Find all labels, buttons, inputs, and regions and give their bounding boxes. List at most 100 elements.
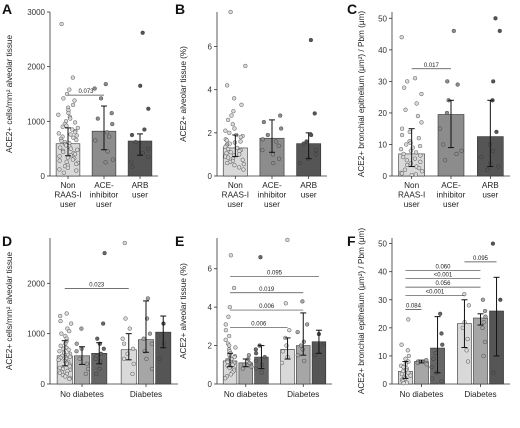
data-point <box>149 341 154 346</box>
y-axis-label: ACE2+ cells/mm² alveolar tissue <box>5 35 14 154</box>
y-tick-label: 2 <box>208 129 213 138</box>
data-point <box>455 82 460 87</box>
data-point <box>149 366 155 371</box>
data-point <box>238 139 243 144</box>
data-point <box>226 146 231 152</box>
data-point <box>228 9 233 15</box>
data-point <box>253 366 259 371</box>
data-point <box>243 63 248 69</box>
data-point <box>69 321 74 326</box>
panel-letter: A <box>2 1 12 17</box>
data-point <box>414 150 419 155</box>
x-tick-label: Non RAAS-I user <box>222 181 249 209</box>
data-point <box>131 361 136 366</box>
data-point <box>130 164 135 169</box>
x-tick-label: Diabetes <box>130 390 162 399</box>
data-point <box>404 162 410 168</box>
data-point <box>302 358 307 364</box>
data-point <box>110 121 115 127</box>
data-point <box>233 345 238 350</box>
data-point <box>95 116 100 121</box>
data-point <box>283 301 288 306</box>
data-point <box>438 311 443 316</box>
y-tick-label: 0 <box>383 172 388 181</box>
data-point <box>95 336 100 341</box>
data-point <box>259 370 264 375</box>
data-point <box>63 374 68 379</box>
data-point <box>59 331 64 336</box>
data-point <box>416 166 422 171</box>
data-point <box>483 314 488 319</box>
data-point <box>68 354 73 359</box>
p-value-label: 0.095 <box>267 270 283 276</box>
data-point <box>74 133 79 138</box>
data-point <box>161 341 166 346</box>
data-point <box>419 91 424 97</box>
data-point <box>77 356 82 361</box>
data-point <box>227 130 232 135</box>
data-point <box>420 169 425 174</box>
data-point <box>67 364 72 369</box>
data-point <box>110 157 115 162</box>
p-value-label: <0.001 <box>426 290 445 296</box>
data-point <box>419 120 424 125</box>
data-point <box>305 322 310 327</box>
data-point <box>279 360 285 365</box>
data-point <box>223 376 228 381</box>
data-point <box>259 362 265 367</box>
data-point <box>260 148 265 153</box>
data-point <box>130 371 135 377</box>
data-point <box>141 336 146 341</box>
data-point <box>239 102 244 107</box>
data-point <box>466 303 471 308</box>
data-point <box>491 370 496 375</box>
data-point <box>408 373 413 378</box>
y-tick-label: 0 <box>383 380 388 389</box>
data-point <box>404 142 409 147</box>
data-point <box>85 366 91 371</box>
data-point <box>418 153 423 158</box>
data-point <box>402 167 408 172</box>
y-tick-label: 30 <box>378 77 387 86</box>
data-point <box>240 157 245 162</box>
data-point <box>247 360 252 365</box>
data-point <box>237 152 242 157</box>
data-point <box>479 154 484 160</box>
data-point <box>57 158 62 163</box>
data-point <box>74 137 79 143</box>
data-point <box>57 167 62 172</box>
data-point <box>227 343 232 348</box>
data-point <box>64 123 69 128</box>
data-point <box>408 148 413 153</box>
panel-letter: C <box>347 1 357 17</box>
data-point <box>494 129 499 134</box>
data-point <box>57 154 62 159</box>
data-point <box>482 308 488 314</box>
data-point <box>465 359 471 364</box>
y-tick-label: 4 <box>208 303 213 312</box>
data-point <box>67 376 72 382</box>
data-point <box>107 134 112 139</box>
data-point <box>72 98 77 103</box>
data-point <box>225 160 230 166</box>
data-point <box>57 349 62 354</box>
data-point <box>246 353 251 358</box>
data-point <box>223 337 228 342</box>
p-value-label: <0.001 <box>434 273 453 279</box>
data-point <box>224 138 229 143</box>
data-point <box>75 125 80 130</box>
x-tick-label: ARB user <box>132 181 149 200</box>
data-point <box>144 356 149 361</box>
x-tick-label: ACE-inhibitor user <box>258 181 287 209</box>
y-tick-label: 2000 <box>27 63 45 72</box>
data-point <box>93 138 98 143</box>
data-point <box>123 316 128 321</box>
data-point <box>73 130 78 135</box>
data-point <box>227 305 232 310</box>
data-point <box>68 132 73 137</box>
data-point <box>240 366 245 371</box>
data-point <box>254 351 259 356</box>
data-point <box>406 317 411 322</box>
data-point <box>228 150 233 155</box>
x-tick-label: ARB user <box>482 181 499 200</box>
